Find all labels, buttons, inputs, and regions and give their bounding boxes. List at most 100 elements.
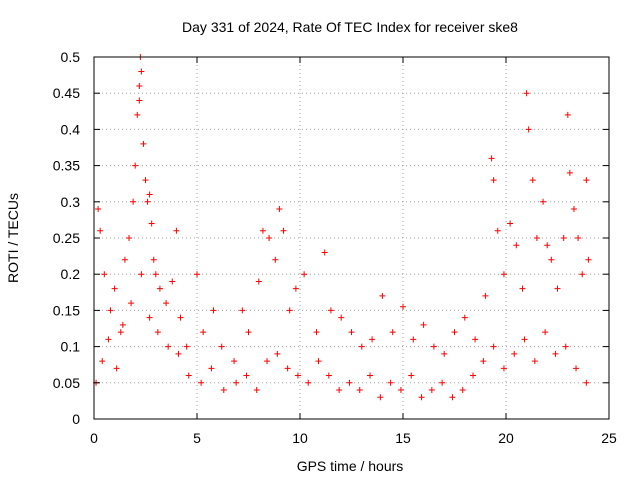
x-tick-label: 10 xyxy=(292,430,308,446)
y-tick-label: 0.15 xyxy=(53,302,80,318)
data-point xyxy=(327,307,334,314)
data-point xyxy=(97,227,104,234)
data-point xyxy=(420,321,427,328)
data-point xyxy=(441,350,448,357)
data-point xyxy=(245,329,252,336)
data-point xyxy=(418,394,425,401)
data-point xyxy=(552,350,559,357)
data-point xyxy=(119,321,126,328)
x-axis-label: GPS time / hours xyxy=(297,458,404,474)
data-point xyxy=(575,235,582,241)
data-point xyxy=(266,235,273,241)
data-point xyxy=(198,379,205,386)
data-point xyxy=(284,365,291,372)
data-point xyxy=(315,358,322,365)
data-point xyxy=(200,329,207,336)
data-point xyxy=(105,336,112,343)
data-point xyxy=(173,227,180,234)
data-point xyxy=(540,198,547,205)
data-point xyxy=(305,379,312,386)
data-point xyxy=(117,329,124,336)
data-point xyxy=(286,307,293,314)
data-point xyxy=(470,372,477,379)
data-point xyxy=(121,256,128,263)
data-point xyxy=(142,177,149,184)
data-point xyxy=(292,285,299,292)
data-point xyxy=(573,365,580,372)
data-point xyxy=(280,227,287,234)
data-point xyxy=(408,372,415,379)
data-point xyxy=(154,329,161,336)
data-point xyxy=(208,365,215,372)
data-point xyxy=(239,307,246,314)
data-point xyxy=(218,343,225,350)
data-point xyxy=(274,350,281,357)
data-point xyxy=(132,162,139,169)
data-point xyxy=(523,90,530,97)
data-point xyxy=(338,314,345,321)
data-point xyxy=(130,198,137,205)
data-point xyxy=(439,379,446,386)
plot-frame xyxy=(93,56,610,420)
y-tick-label: 0.2 xyxy=(61,266,81,282)
data-point xyxy=(369,336,376,343)
data-point xyxy=(451,329,458,336)
y-tick-label: 0.5 xyxy=(61,49,81,65)
data-point xyxy=(488,155,495,162)
data-point xyxy=(480,358,487,365)
data-point xyxy=(511,350,518,357)
data-point xyxy=(146,191,153,198)
data-point xyxy=(136,82,143,89)
data-point xyxy=(379,292,386,299)
data-point xyxy=(138,271,145,278)
grid xyxy=(94,57,609,419)
y-axis-label: ROTI / TECUs xyxy=(5,193,21,283)
data-point xyxy=(169,278,176,285)
data-point xyxy=(387,379,394,386)
data-point xyxy=(134,111,141,118)
data-point xyxy=(533,235,540,241)
data-point xyxy=(531,358,538,365)
data-point xyxy=(494,227,501,234)
data-point xyxy=(542,329,549,336)
data-point xyxy=(175,350,182,357)
data-point xyxy=(500,365,507,372)
data-point xyxy=(177,314,184,321)
data-point xyxy=(397,387,404,394)
data-point xyxy=(348,329,355,336)
data-point xyxy=(389,329,396,336)
y-tick-label: 0 xyxy=(72,411,80,427)
data-point xyxy=(148,220,155,227)
data-point xyxy=(185,372,192,379)
data-point xyxy=(210,307,217,314)
data-point xyxy=(113,365,120,372)
data-point xyxy=(472,336,479,343)
data-point xyxy=(346,379,353,386)
data-point xyxy=(562,343,569,350)
data-point xyxy=(294,372,301,379)
data-point xyxy=(146,314,153,321)
data-point xyxy=(276,206,283,213)
y-tick-label: 0.35 xyxy=(53,158,80,174)
data-point xyxy=(264,358,271,365)
data-point xyxy=(99,358,106,365)
data-point xyxy=(156,285,163,292)
data-point xyxy=(410,336,417,343)
data-point xyxy=(231,358,238,365)
data-point xyxy=(111,285,118,292)
data-point xyxy=(585,256,592,263)
data-point xyxy=(529,177,536,184)
data-point xyxy=(356,387,363,394)
data-point xyxy=(564,111,571,118)
data-point xyxy=(548,256,555,263)
data-point xyxy=(243,372,250,379)
data-point xyxy=(150,256,157,263)
data-point xyxy=(428,387,435,394)
data-point xyxy=(183,343,190,350)
data-point xyxy=(255,278,262,285)
data-point xyxy=(570,206,577,213)
data-point xyxy=(521,336,528,343)
data-point xyxy=(336,387,343,394)
data-point xyxy=(560,235,567,241)
